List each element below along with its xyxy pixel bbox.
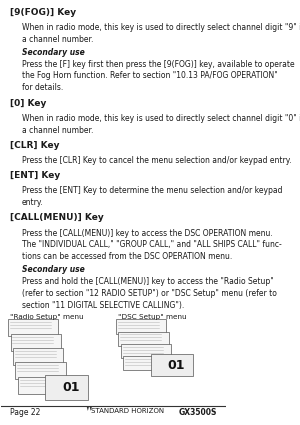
Text: 01: 01 [62,381,80,394]
Text: a channel number.: a channel number. [22,125,93,135]
Text: Press and hold the [CALL(MENU)] key to access the "Radio Setup": Press and hold the [CALL(MENU)] key to a… [22,277,273,286]
FancyBboxPatch shape [11,334,61,351]
Text: The "INDIVIDUAL CALL," "GROUP CALL," and "ALL SHIPS CALL" func-: The "INDIVIDUAL CALL," "GROUP CALL," and… [22,241,281,249]
Text: When in radio mode, this key is used to directly select channel digit "9" in: When in radio mode, this key is used to … [22,23,300,32]
FancyBboxPatch shape [45,375,88,400]
FancyBboxPatch shape [13,348,63,365]
FancyBboxPatch shape [123,356,173,370]
Text: "Radio Setup" menu: "Radio Setup" menu [11,314,84,320]
Text: a channel number.: a channel number. [22,35,93,44]
Text: [CLR] Key: [CLR] Key [11,141,60,150]
Text: [0] Key: [0] Key [11,99,47,108]
Text: [ENT] Key: [ENT] Key [11,171,61,180]
Text: the Fog Horn function. Refer to section "10.13 PA/FOG OPERATION": the Fog Horn function. Refer to section … [22,71,277,80]
FancyBboxPatch shape [15,363,66,379]
Text: entry.: entry. [22,198,43,207]
FancyBboxPatch shape [151,354,193,376]
Text: GX3500S: GX3500S [178,408,217,417]
FancyBboxPatch shape [116,319,166,334]
Text: (refer to section "12 RADIO SETUP") or "DSC Setup" menu (refer to: (refer to section "12 RADIO SETUP") or "… [22,289,277,298]
Text: Page 22: Page 22 [11,408,41,417]
Text: Press the [F] key first then press the [9(FOG)] key, available to operate: Press the [F] key first then press the [… [22,60,294,69]
FancyBboxPatch shape [121,344,171,358]
Polygon shape [87,407,89,411]
Text: [9(FOG)] Key: [9(FOG)] Key [11,8,76,17]
Text: Press the [ENT] Key to determine the menu selection and/or keypad: Press the [ENT] Key to determine the men… [22,186,282,196]
Text: [CALL(MENU)] Key: [CALL(MENU)] Key [11,213,104,222]
Text: for details.: for details. [22,83,63,92]
Text: 01: 01 [167,359,185,372]
FancyBboxPatch shape [8,319,58,336]
Text: Secondary use: Secondary use [22,48,84,57]
FancyBboxPatch shape [18,377,68,394]
Text: "DSC Setup" menu: "DSC Setup" menu [118,314,187,320]
Text: When in radio mode, this key is used to directly select channel digit "0" in: When in radio mode, this key is used to … [22,114,300,123]
Text: tions can be accessed from the DSC OPERATION menu.: tions can be accessed from the DSC OPERA… [22,252,232,261]
Text: STANDARD HORIZON: STANDARD HORIZON [91,408,164,414]
FancyBboxPatch shape [118,332,169,346]
Text: Press the [CALL(MENU)] key to access the DSC OPERATION menu.: Press the [CALL(MENU)] key to access the… [22,229,272,238]
Text: Press the [CLR] Key to cancel the menu selection and/or keypad entry.: Press the [CLR] Key to cancel the menu s… [22,156,291,165]
Polygon shape [90,407,92,411]
Text: Secondary use: Secondary use [22,265,84,274]
Text: section "11 DIGITAL SELECTIVE CALLING").: section "11 DIGITAL SELECTIVE CALLING"). [22,301,184,310]
